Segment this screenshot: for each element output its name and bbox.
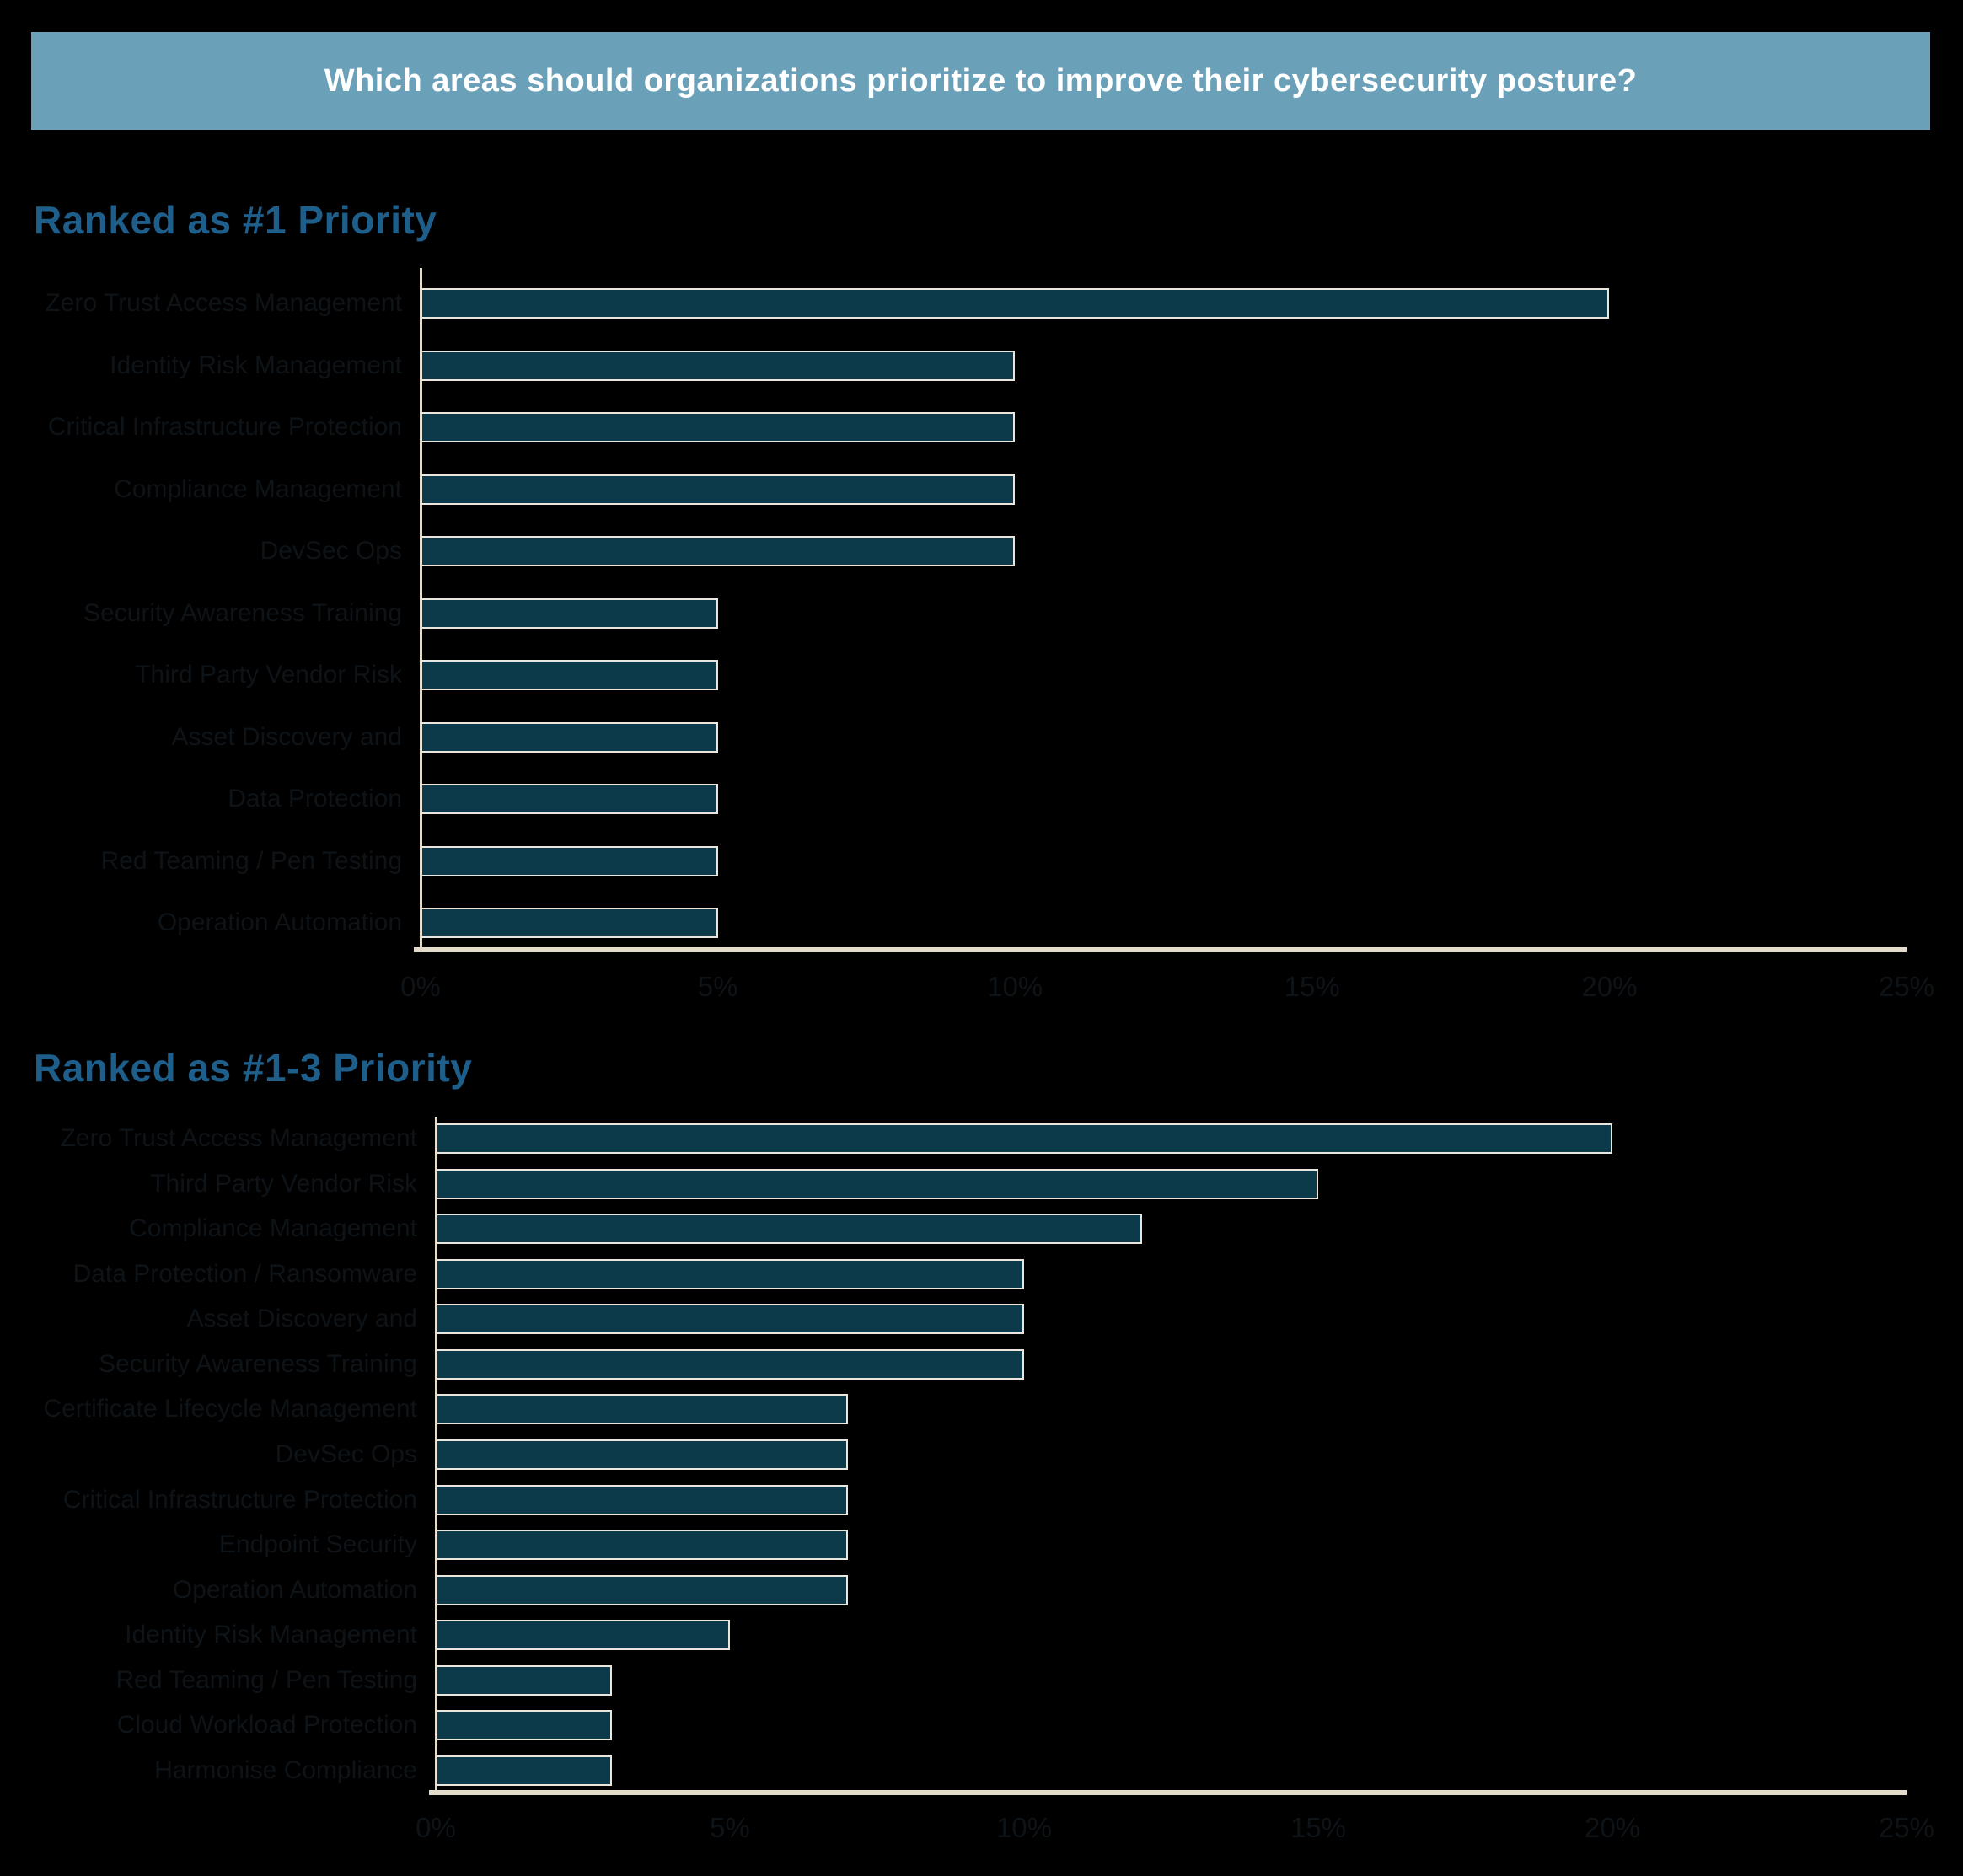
category-label: Critical Infrastructure Protection	[47, 413, 402, 441]
x-tick-label: 25%	[1878, 971, 1935, 1002]
x-tick-label: 5%	[710, 1812, 750, 1843]
bar	[436, 1394, 848, 1425]
x-tick-label: 10%	[995, 1812, 1053, 1843]
category-label: Zero Trust Access Management	[45, 289, 402, 317]
category-label: Zero Trust Access Management	[60, 1124, 417, 1152]
x-tick-label: 0%	[400, 971, 441, 1002]
bar	[421, 721, 718, 753]
bar	[436, 1439, 848, 1470]
category-label: Third Party Vendor Risk	[135, 661, 402, 689]
bar	[436, 1710, 613, 1741]
category-label: Certificate Lifecycle Management	[43, 1395, 417, 1423]
question-banner: Which areas should organizations priorit…	[31, 32, 1930, 130]
bar	[421, 288, 1610, 319]
category-label: Operation Automation	[172, 1575, 417, 1604]
question-title: Which areas should organizations priorit…	[324, 62, 1638, 99]
category-label: Data Protection / Ransomware	[72, 1259, 417, 1288]
x-axis-line	[414, 947, 1907, 952]
bar	[436, 1530, 848, 1561]
bar	[421, 412, 1016, 442]
category-label: Identity Risk Management	[110, 351, 402, 379]
category-label: Harmonise Compliance	[154, 1755, 417, 1784]
x-tick-label: 25%	[1878, 1812, 1935, 1843]
x-tick-label: 15%	[1290, 1812, 1347, 1843]
category-label: DevSec Ops	[260, 537, 402, 565]
bar	[436, 1258, 1024, 1289]
bar	[436, 1755, 613, 1786]
x-tick-label: 20%	[1581, 971, 1638, 1002]
bar	[421, 536, 1016, 566]
bar	[421, 474, 1016, 505]
category-label: Asset Discovery and	[171, 722, 402, 751]
x-axis-line	[429, 1790, 1907, 1795]
category-label: Compliance Management	[129, 1214, 417, 1243]
category-label: Endpoint Security	[218, 1530, 417, 1559]
bar	[421, 908, 718, 938]
x-tick-label: 5%	[697, 971, 738, 1002]
bar	[436, 1574, 848, 1605]
bar	[436, 1348, 1024, 1380]
bar	[436, 1484, 848, 1515]
category-label: Operation Automation	[157, 909, 402, 936]
chart2-heading: Ranked as #1-3 Priority	[34, 1046, 473, 1090]
category-label: Security Awareness Training	[99, 1349, 417, 1378]
category-label: Cloud Workload Protection	[116, 1711, 417, 1739]
bar	[421, 598, 718, 629]
x-tick-label: 10%	[987, 971, 1043, 1002]
category-label: Identity Risk Management	[125, 1621, 417, 1649]
category-label: DevSec Ops	[275, 1439, 417, 1468]
bar	[436, 1214, 1142, 1245]
bar	[421, 660, 718, 690]
chart1-heading: Ranked as #1 Priority	[34, 198, 437, 242]
bar	[436, 1664, 613, 1696]
bar	[421, 350, 1016, 381]
category-label: Asset Discovery and	[186, 1305, 417, 1333]
x-tick-label: 0%	[416, 1812, 456, 1843]
bar	[421, 784, 718, 814]
x-tick-label: 15%	[1284, 971, 1340, 1002]
bar	[436, 1304, 1024, 1335]
category-label: Third Party Vendor Risk	[150, 1169, 417, 1198]
bar	[436, 1123, 1612, 1154]
category-label: Compliance Management	[114, 474, 402, 503]
bar	[436, 1168, 1318, 1199]
x-tick-label: 20%	[1584, 1812, 1641, 1843]
category-label: Critical Infrastructure Protection	[62, 1485, 417, 1514]
category-label: Security Awareness Training	[83, 598, 402, 627]
category-label: Red Teaming / Pen Testing	[100, 846, 402, 875]
category-label: Red Teaming / Pen Testing	[115, 1665, 417, 1694]
bar	[421, 845, 718, 876]
bar	[436, 1620, 730, 1651]
category-label: Data Protection	[228, 785, 402, 812]
